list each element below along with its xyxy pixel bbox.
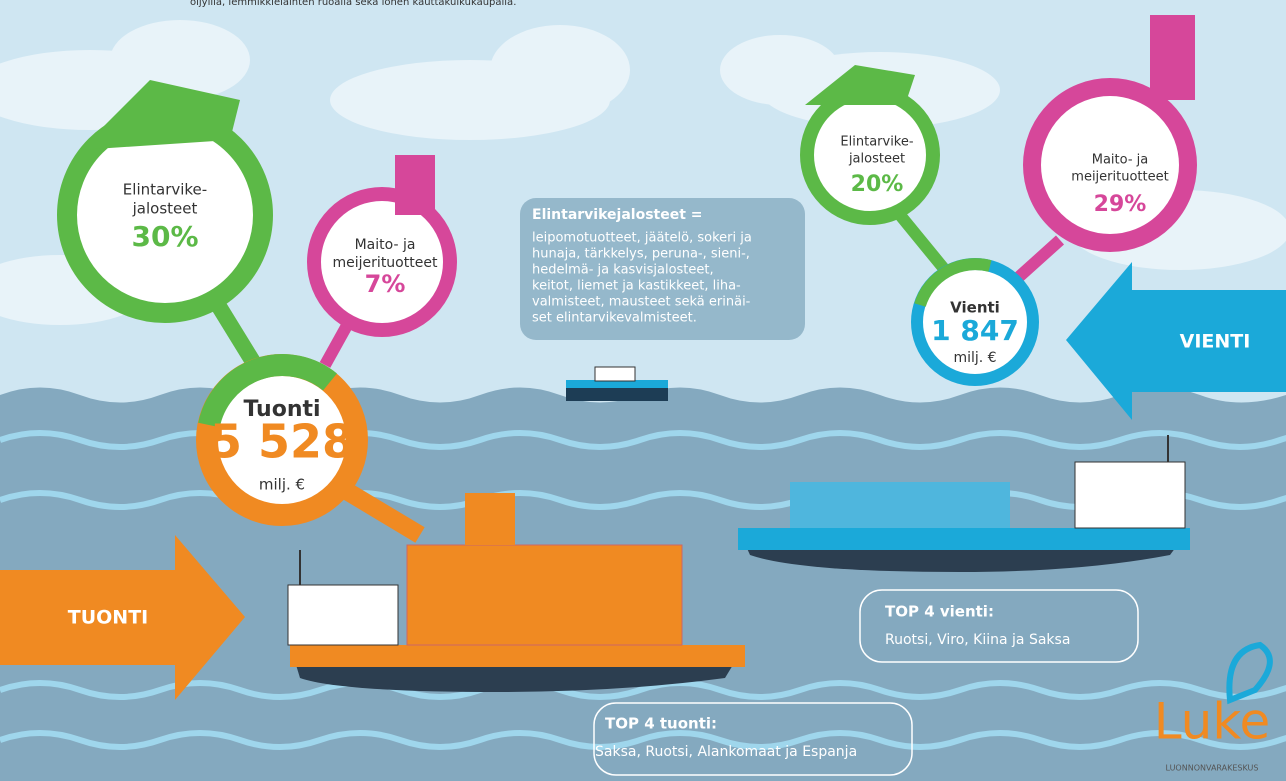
category-label: Elintarvike- bbox=[123, 181, 207, 199]
category-share: 7% bbox=[365, 270, 406, 298]
definition-line: hedelmä- ja kasvisjalosteet, bbox=[532, 263, 714, 278]
category-label: jalosteet bbox=[132, 200, 198, 218]
category-label: meijerituotteet bbox=[333, 255, 438, 271]
top4-countries: Ruotsi, Viro, Kiina ja Saksa bbox=[885, 632, 1070, 648]
definition-line: valmisteet, mausteet sekä erinäi- bbox=[532, 295, 751, 310]
category-label: Maito- ja bbox=[355, 237, 416, 253]
definition-line: set elintarvikevalmisteet. bbox=[532, 311, 697, 326]
top4-countries: Saksa, Ruotsi, Alankomaat ja Espanja bbox=[595, 744, 857, 760]
category-share: 29% bbox=[1094, 192, 1147, 217]
infographic: öljyillä, lemmikkieläinten ruoalla sekä … bbox=[0, 0, 1286, 781]
category-label: meijerituotteet bbox=[1071, 170, 1168, 185]
icon-milk bbox=[395, 155, 435, 215]
category-share: 20% bbox=[851, 172, 904, 197]
intro-text: öljyillä, lemmikkieläinten ruoalla sekä … bbox=[190, 0, 516, 8]
top4-title: TOP 4 vienti: bbox=[885, 603, 994, 621]
total-value: 5 528 bbox=[210, 415, 354, 469]
import-arrow-label: TUONTI bbox=[68, 607, 148, 629]
total-unit: milj. € bbox=[259, 476, 305, 494]
logo-subtitle: LUONNONVARAKESKUS bbox=[1166, 764, 1259, 773]
logo-name: Luke bbox=[1154, 693, 1271, 751]
definition-line: hunaja, tärkkelys, peruna-, sieni-, bbox=[532, 247, 750, 262]
top4-title: TOP 4 tuonti: bbox=[605, 715, 717, 733]
total-value: 1 847 bbox=[931, 314, 1019, 347]
definition-line: leipomotuotteet, jäätelö, sokeri ja bbox=[532, 231, 752, 246]
export-arrow-label: VIENTI bbox=[1180, 331, 1251, 353]
icon-milk bbox=[1150, 15, 1195, 100]
category-label: Maito- ja bbox=[1092, 153, 1149, 168]
category-label: jalosteet bbox=[848, 152, 905, 167]
definition-title: Elintarvikejalosteet = bbox=[532, 207, 703, 223]
category-label: Elintarvike- bbox=[840, 135, 913, 150]
total-unit: milj. € bbox=[953, 350, 996, 366]
definition-line: keitot, liemet ja kastikkeet, liha- bbox=[532, 279, 741, 294]
page: öljyillä, lemmikkieläinten ruoalla sekä … bbox=[0, 0, 1286, 781]
category-share: 30% bbox=[131, 220, 198, 253]
